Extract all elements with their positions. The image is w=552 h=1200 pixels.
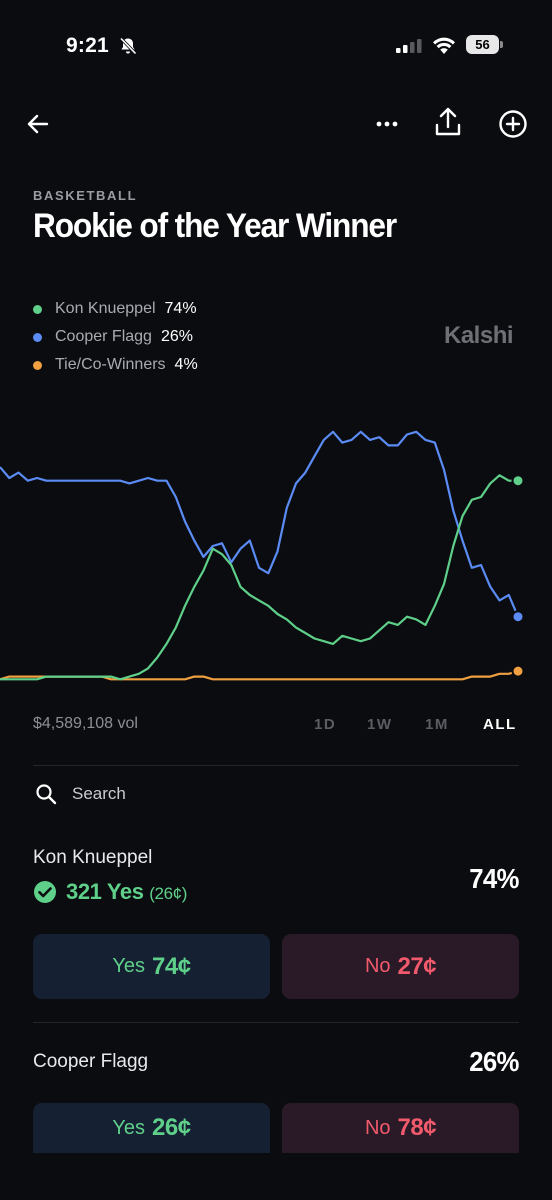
check-circle-icon [34,881,56,903]
share-button[interactable] [430,104,466,140]
cellular-signal-icon [396,39,422,53]
yes-label: Yes [112,1116,146,1139]
buy-no-button[interactable]: No 78¢ [282,1103,519,1153]
position-avg-price: (26¢) [149,884,187,903]
range-1m-tab[interactable]: 1M [425,716,449,733]
range-1d-tab[interactable]: 1D [314,716,337,733]
market-category: BASKETBALL [33,188,138,203]
no-price: 27¢ [397,952,437,980]
outcome-name: Kon Knueppel [33,847,153,868]
series-endpoint-dot [511,664,525,678]
legend-percent: 26% [160,328,193,345]
buy-yes-button[interactable]: Yes 26¢ [33,1103,270,1153]
yes-label: Yes [112,955,146,977]
divider [33,1022,519,1023]
status-time: 9:21 [66,34,109,57]
legend-label: Kon Knueppel [55,300,156,317]
share-icon [435,107,461,136]
plus-circle-icon [499,110,527,138]
legend-percent: 74% [164,300,197,317]
outcome-name: Cooper Flagg [33,1051,149,1072]
legend-item: Kon Knueppel 74% [33,298,197,320]
more-horizontal-icon [376,121,398,127]
search-input[interactable]: Search [72,784,126,803]
arrow-left-icon [27,114,49,134]
back-button[interactable] [20,106,56,142]
trading-volume: $4,589,108 vol [33,715,138,732]
no-label: No [364,955,391,977]
kalshi-logo: Kalshi [444,322,514,349]
legend-item: Tie/Co-Winners 4% [33,354,198,376]
legend-label: Cooper Flagg [55,328,152,345]
position-shares: 321 Yes [66,879,144,904]
position-holding: 321 Yes (26¢) [66,879,187,905]
yes-price: 74¢ [152,952,191,980]
price-history-chart[interactable] [0,392,552,692]
series-line-cooper-flagg [0,430,520,618]
outcome-probability: 74% [469,863,520,894]
battery-indicator: 56 [466,35,504,55]
series-endpoint-dot [511,610,525,624]
add-to-watchlist-button[interactable] [495,106,531,142]
series-line-kon-knueppel [0,474,518,681]
legend-label: Tie/Co-Winners [55,356,166,373]
buy-no-button[interactable]: No 27¢ [282,934,519,999]
legend-item: Cooper Flagg 26% [33,326,193,348]
series-endpoint-dot [511,474,525,488]
outcome-probability: 26% [469,1046,520,1077]
buy-yes-button[interactable]: Yes 74¢ [33,934,270,999]
yes-price: 26¢ [152,1114,191,1141]
divider [33,765,519,766]
no-label: No [364,1116,391,1139]
more-options-button[interactable] [369,106,405,142]
search-icon[interactable] [35,783,57,805]
range-all-tab[interactable]: ALL [483,716,517,733]
bell-off-icon [119,37,137,55]
market-title: Rookie of the Year Winner [33,207,397,245]
legend-percent: 4% [174,356,198,373]
battery-level: 56 [466,35,499,54]
wifi-icon [433,37,455,54]
series-line-tie-co-winners [0,670,519,681]
range-1w-tab[interactable]: 1W [367,716,393,733]
no-price: 78¢ [397,1114,437,1141]
legend-dot [33,304,42,314]
legend-dot [33,332,42,342]
legend-dot [33,360,42,370]
